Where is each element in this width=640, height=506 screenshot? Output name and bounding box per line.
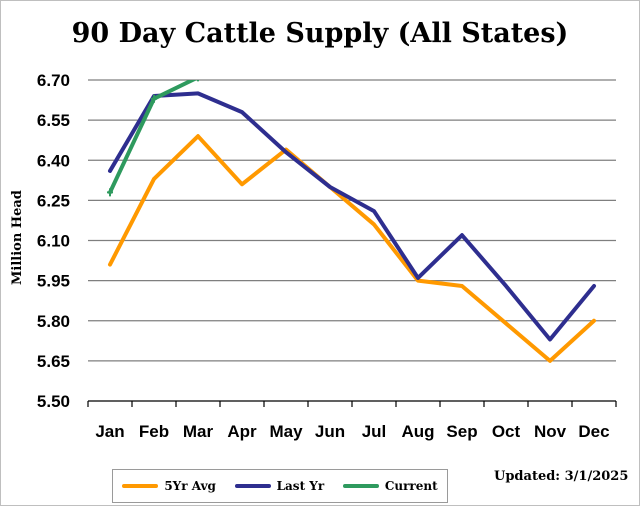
- legend-swatch-last-yr: [234, 484, 271, 488]
- series-line-last-yr: [108, 91, 596, 342]
- x-tick-label: Dec: [578, 422, 609, 441]
- y-tick-label: 6.10: [37, 232, 70, 251]
- x-tick-label: Sep: [446, 422, 477, 441]
- chart-title: 90 Day Cattle Supply (All States): [71, 18, 569, 49]
- legend-item-current: Current: [342, 479, 438, 493]
- y-tick-label: 5.95: [37, 272, 70, 291]
- x-tick-label: Jun: [315, 422, 345, 441]
- y-tick-label: 5.65: [37, 352, 70, 371]
- x-tick-label: Feb: [139, 422, 169, 441]
- legend-label-current: Current: [384, 479, 438, 493]
- y-tick-label: 6.40: [37, 151, 70, 170]
- gridlines: [88, 79, 616, 362]
- x-tick-labels: Jan Feb Mar Apr May Jun Jul Aug Sep Oct Nov Dec: [95, 422, 609, 441]
- x-tick-label: Jul: [362, 422, 387, 441]
- legend: 5Yr Avg Last Yr Current: [112, 469, 448, 503]
- x-tick-label: Apr: [227, 422, 257, 441]
- series-line-5yr-avg: [108, 134, 596, 363]
- x-tick-label: Nov: [534, 422, 567, 441]
- legend-item-last-yr: Last Yr: [234, 479, 325, 493]
- legend-label-5yr-avg: 5Yr Avg: [164, 479, 216, 493]
- y-tick-label: 6.55: [37, 111, 70, 130]
- legend-swatch-current: [342, 484, 379, 488]
- x-tick-label: Mar: [183, 422, 214, 441]
- y-tick-label: 5.80: [37, 312, 70, 331]
- x-tick-label: Oct: [492, 422, 521, 441]
- y-tick-label: 6.70: [37, 71, 70, 90]
- x-tick-label: Jan: [95, 422, 124, 441]
- series-lines: [107, 80, 596, 363]
- y-tick-label: 5.50: [37, 392, 70, 411]
- x-tick-label: May: [269, 422, 303, 441]
- y-tick-label: 6.25: [37, 191, 70, 210]
- axes: [87, 400, 617, 407]
- x-tick-label: Aug: [401, 422, 434, 441]
- legend-label-last-yr: Last Yr: [276, 479, 325, 493]
- legend-swatch-5yr-avg: [122, 484, 159, 488]
- y-tick-labels: 6.70 6.55 6.40 6.25 6.10 5.95 5.80 5.65 5.50: [37, 71, 70, 411]
- legend-item-5yr-avg: 5Yr Avg: [122, 479, 216, 493]
- updated-date: Updated: 3/1/2025: [494, 469, 629, 484]
